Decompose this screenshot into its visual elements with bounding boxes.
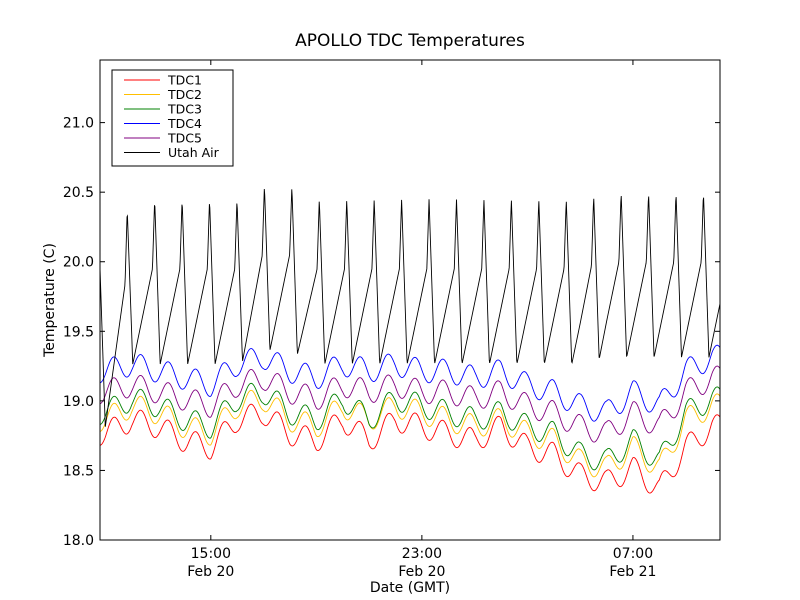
series-line-tdc2 (100, 389, 720, 478)
legend-label: TDC2 (167, 87, 202, 102)
x-tick-time-label: 07:00 (613, 546, 653, 562)
y-axis-ticks: 18.0 18.5 19.0 19.5 20.0 20.5 21.0 (63, 116, 720, 549)
y-tick-label: 21.0 (63, 116, 94, 132)
series-line-tdc4 (100, 344, 720, 422)
y-axis-label: Temperature (C) (42, 243, 58, 358)
y-tick-label: 18.0 (63, 533, 94, 549)
series-line-tdc5 (100, 365, 720, 443)
x-axis-label: Date (GMT) (370, 580, 450, 596)
series-line-tdc1 (100, 403, 720, 494)
legend-box (111, 69, 234, 167)
legend-label: TDC3 (167, 102, 202, 117)
y-tick-label: 19.0 (63, 394, 94, 410)
legend-label: TDC1 (167, 73, 202, 88)
x-tick-date-label: Feb 21 (609, 564, 656, 580)
x-tick-time-label: 23:00 (402, 546, 442, 562)
legend-label: TDC5 (167, 131, 202, 146)
x-tick-time-label: 15:00 (191, 546, 231, 562)
series-line-tdc3 (100, 382, 720, 471)
plot-frame (99, 59, 721, 541)
chart-title: APOLLO TDC Temperatures (295, 31, 525, 51)
legend-label: Utah Air (168, 145, 220, 160)
series-line-utah-air (100, 188, 720, 427)
y-tick-label: 20.5 (63, 185, 94, 201)
y-tick-label: 20.0 (63, 255, 94, 271)
legend-label: TDC4 (167, 116, 202, 131)
y-tick-label: 19.5 (63, 324, 94, 340)
x-tick-date-label: Feb 20 (398, 564, 445, 580)
x-tick-date-label: Feb 20 (187, 564, 234, 580)
y-tick-label: 18.5 (63, 463, 94, 479)
series-layer (100, 188, 720, 494)
